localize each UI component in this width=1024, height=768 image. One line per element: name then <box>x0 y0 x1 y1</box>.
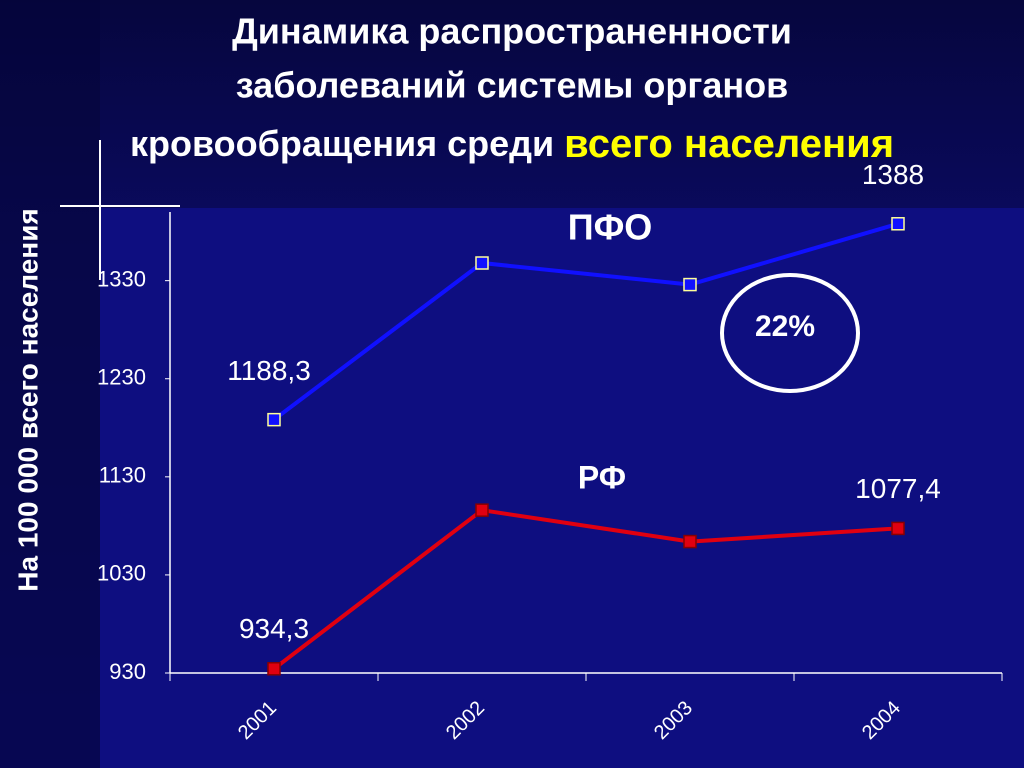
data-label: 1077,4 <box>855 473 941 504</box>
marker <box>891 217 905 231</box>
annotation: 22% <box>755 310 815 343</box>
series-label: ПФО <box>568 207 653 248</box>
marker <box>891 521 905 536</box>
data-label: 934,3 <box>239 613 309 644</box>
marker <box>267 662 281 676</box>
chart-title-highlight: всего населения <box>564 122 894 166</box>
marker <box>267 412 281 427</box>
chart-title: Динамика распространенности <box>232 11 792 52</box>
marker <box>683 534 697 549</box>
data-label: 1188,3 <box>227 355 311 386</box>
line <box>272 221 899 422</box>
y-tick-label: 1130 <box>99 463 146 488</box>
line <box>272 508 899 671</box>
chart-title: заболеваний системы органов <box>236 65 788 106</box>
series-label: РФ <box>578 459 626 495</box>
marker <box>683 277 697 292</box>
marker <box>475 256 489 270</box>
annotation-circle <box>720 273 860 393</box>
y-tick-label: 1330 <box>97 266 146 291</box>
plot-background <box>100 208 1024 768</box>
side-strip <box>0 0 100 768</box>
y-tick-label: 930 <box>109 659 146 684</box>
y-axis-label: На 100 000 всего населения <box>12 208 43 591</box>
chart-title-part: кровообращения среди <box>130 123 554 164</box>
y-tick-label: 1030 <box>97 561 146 586</box>
chart-title: кровообращения среди всего населения <box>130 122 894 166</box>
marker <box>475 503 489 517</box>
y-tick-label: 1230 <box>97 365 146 390</box>
data-label: 1388 <box>862 159 924 190</box>
